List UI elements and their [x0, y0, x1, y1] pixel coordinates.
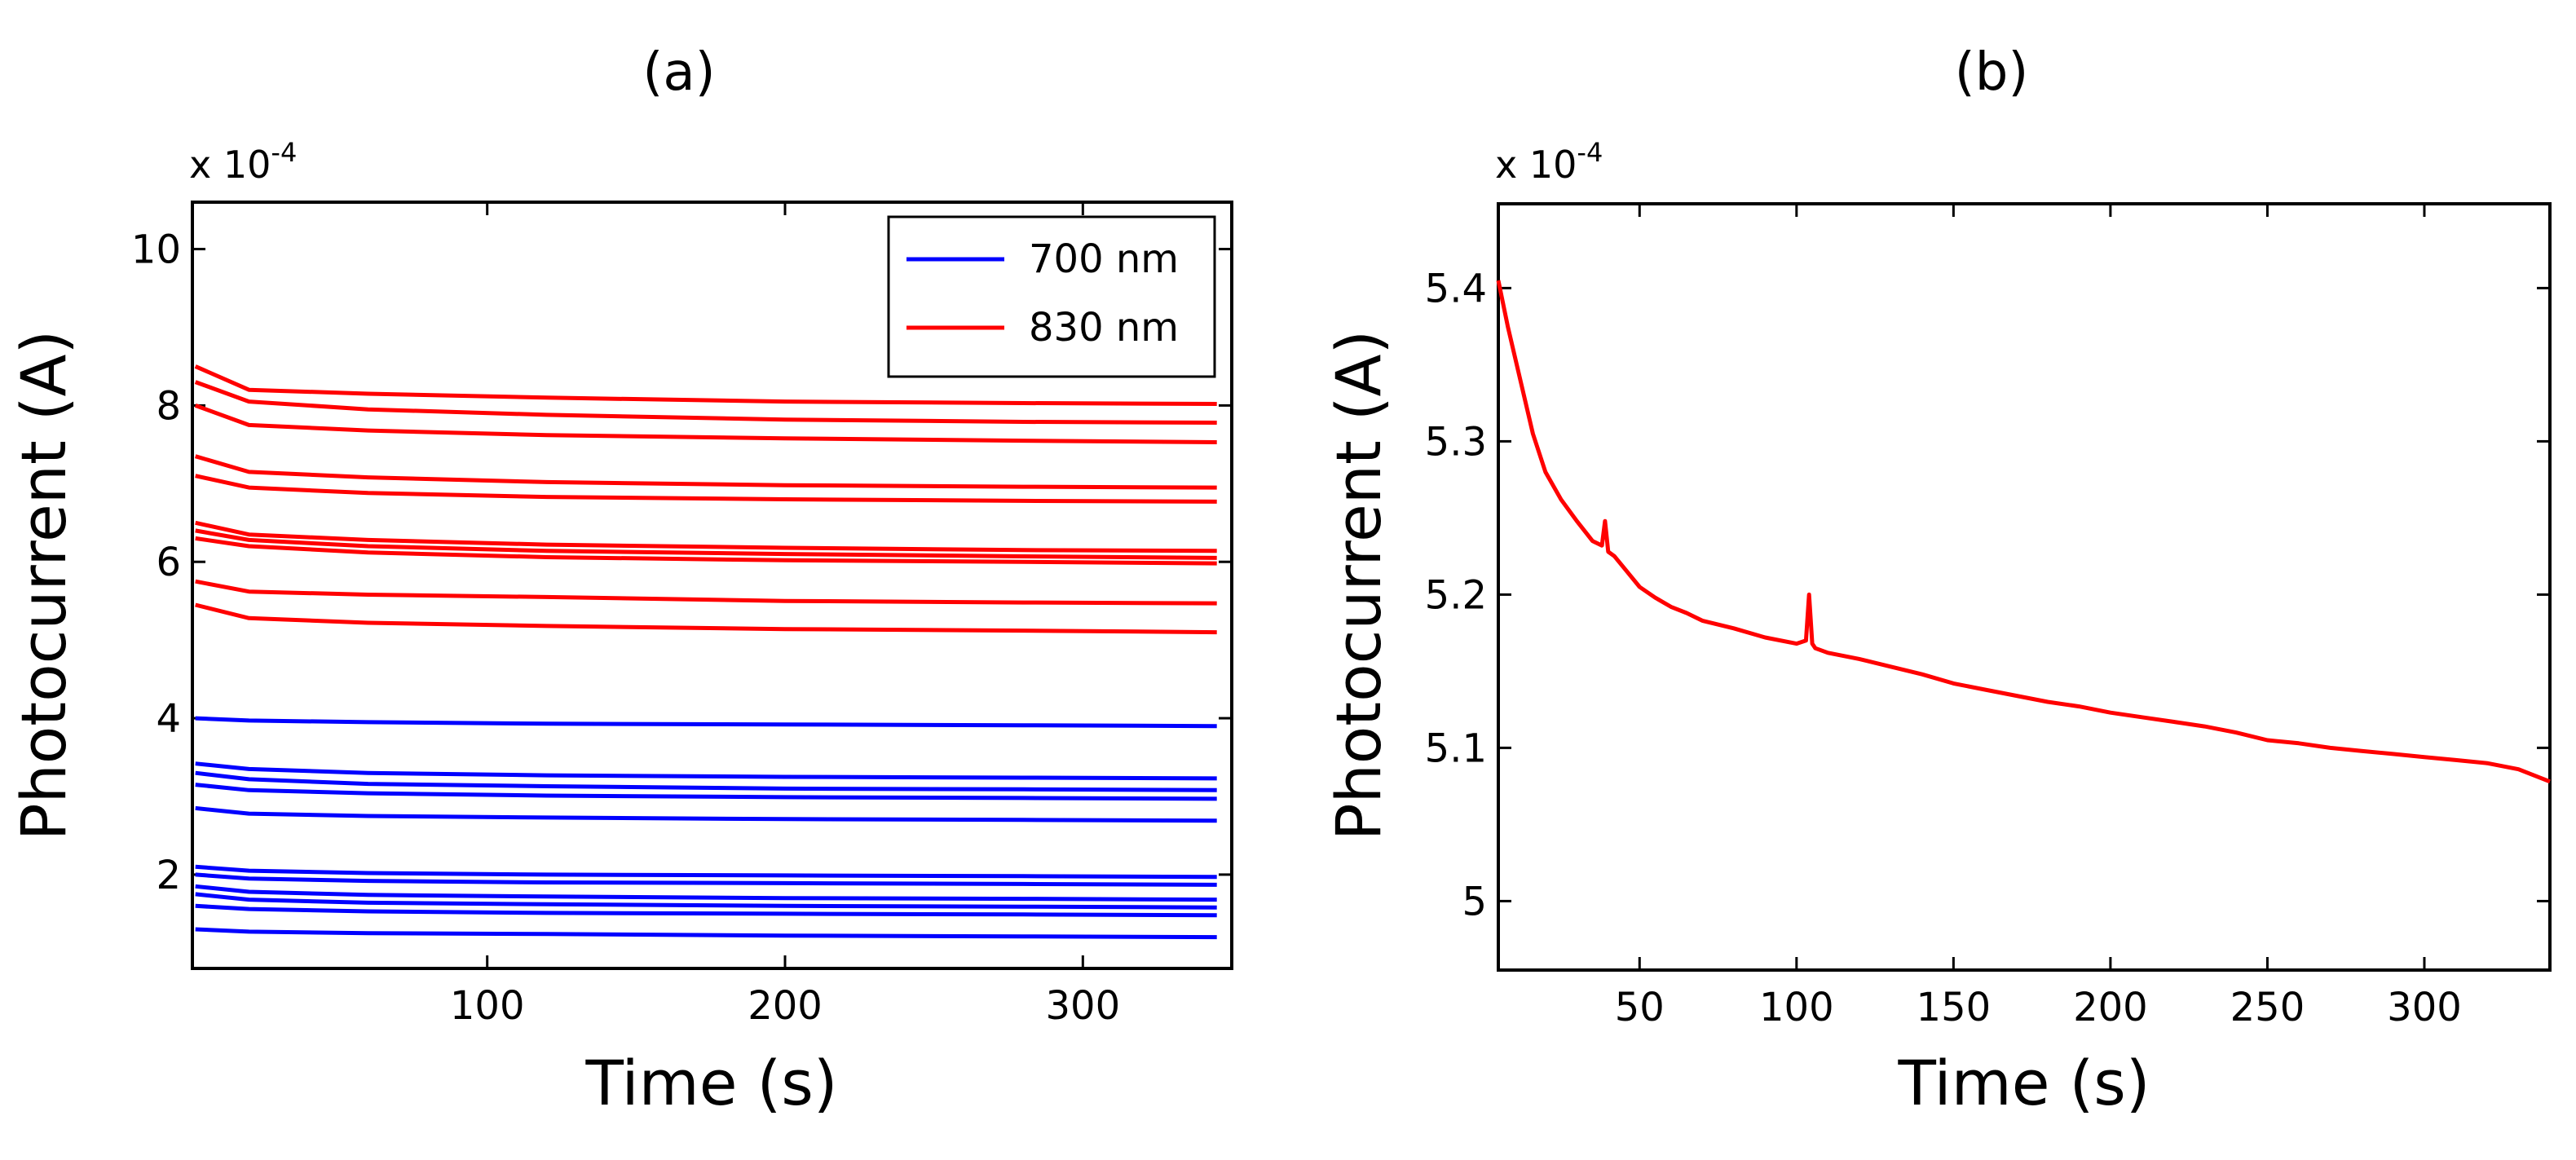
panel-a-x-tick-label: 300: [1046, 983, 1121, 1029]
panel-a-x-tick-label: 200: [748, 983, 823, 1029]
panel-a-series-line-19: [195, 903, 1217, 918]
panel-b-x-tick-label: 200: [2073, 985, 2148, 1030]
panel-a-series-line-7: [195, 536, 1217, 566]
panel-a-series-line-8: [195, 579, 1217, 606]
panel-b-y-axis-label: Photocurrent (A): [1322, 330, 1395, 840]
panel-a-series-line-1: [194, 380, 1217, 425]
panel-a-tick-labels: 100 200 300 2 4 6 8 10: [131, 227, 1120, 1029]
panel-a-series-line-11: [195, 761, 1217, 781]
panel-b-label: (b): [1955, 42, 2029, 103]
panel-a-series-line-0: [194, 364, 1217, 406]
panel-b-chart: (b) x 10-4 50 100 150 200 250 300 5 5.1 5.2 5.3 5.…: [1322, 42, 2552, 1119]
panel-b-y-tick-label: 5.4: [1425, 266, 1487, 311]
panel-a-series-line-3: [194, 454, 1217, 490]
panel-a-y-tick-label: 4: [156, 696, 181, 742]
panel-b-x-tick-label: 250: [2230, 985, 2305, 1030]
panel-b-y-tick-label: 5.2: [1425, 572, 1487, 618]
panel-a-series: [194, 364, 1217, 940]
panel-a-series-line-2: [194, 404, 1217, 444]
panel-a-y-scale-base: x 10: [189, 143, 271, 187]
panel-a-y-tick-label: 2: [156, 853, 181, 898]
panel-a-series-line-12: [195, 770, 1217, 792]
panel-a-y-tick-label: 10: [131, 227, 181, 273]
panel-a-series-line-20: [195, 927, 1217, 940]
panel-a-series-line-17: [195, 884, 1217, 902]
panel-a-series-line-15: [195, 864, 1217, 880]
panel-b-series-line-0: [1496, 280, 2551, 784]
panel-a-y-axis-label: Photocurrent (A): [7, 330, 80, 840]
panel-a-series-line-18: [195, 892, 1217, 910]
panel-b-y-tick-label: 5.1: [1425, 726, 1487, 771]
panel-a-x-axis-label: Time (s): [584, 1047, 837, 1119]
panel-b-tick-labels: 50 100 150 200 250 300 5 5.1 5.2 5.3 5.4: [1425, 266, 2462, 1030]
panel-a-series-line-10: [195, 716, 1217, 729]
panel-a-series-line-6: [195, 528, 1217, 560]
legend-label-830nm: 830 nm: [1029, 305, 1179, 351]
panel-b-y-scale-base: x 10: [1495, 143, 1577, 187]
panel-b-x-tick-label: 50: [1615, 985, 1665, 1030]
panel-b-y-tick-label: 5: [1462, 879, 1487, 924]
panel-a-series-line-4: [195, 474, 1217, 504]
panel-b-y-tick-label: 5.3: [1425, 419, 1487, 465]
panel-a-chart: (a) x 10-4 100 200 300 2 4 6 8 10 Time (s) Phot…: [7, 42, 1233, 1119]
panel-a-series-line-9: [195, 602, 1217, 635]
panel-b-x-tick-label: 100: [1759, 985, 1834, 1030]
panel-b-x-axis-label: Time (s): [1897, 1047, 2150, 1119]
panel-b-plot-area: [1497, 202, 2552, 972]
panel-a-y-scale-label: x 10-4: [189, 137, 297, 187]
panel-a-x-tick-label: 100: [450, 983, 525, 1029]
legend-label-700nm: 700 nm: [1029, 236, 1179, 282]
panel-a-y-tick-label: 6: [156, 540, 181, 585]
panel-a-series-line-14: [195, 805, 1217, 823]
legend-box: [887, 215, 1216, 378]
panel-b-x-tick-label: 300: [2387, 985, 2462, 1030]
panel-a-y-scale-exponent: -4: [271, 137, 297, 168]
panel-a-series-line-5: [195, 520, 1217, 554]
panel-a-series-line-16: [195, 872, 1217, 887]
panel-a-y-tick-label: 8: [156, 383, 181, 429]
panel-b-y-scale-label: x 10-4: [1495, 137, 1603, 187]
panel-b-x-tick-label: 150: [1917, 985, 1992, 1030]
panel-a-label: (a): [642, 42, 715, 103]
panel-b-y-scale-exponent: -4: [1577, 137, 1603, 168]
panel-a-legend: 700 nm 830 nm: [887, 215, 1216, 378]
panel-a-series-line-13: [195, 783, 1217, 801]
panel-b-series: [1496, 280, 2551, 784]
